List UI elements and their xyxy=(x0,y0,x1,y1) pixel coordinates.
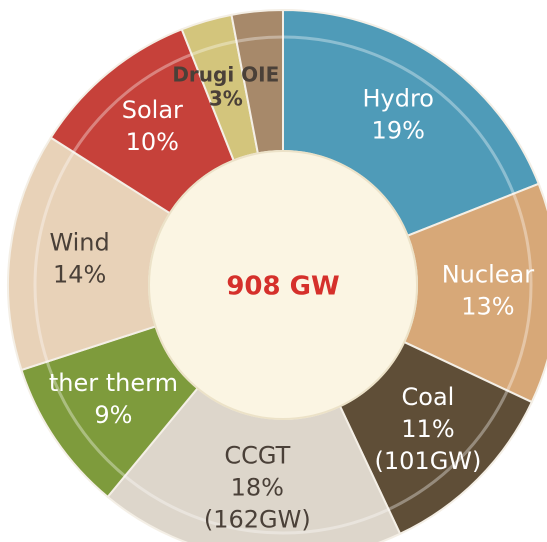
center-hole xyxy=(148,150,418,420)
slice-value: 13% xyxy=(461,292,514,320)
slice-value: 3% xyxy=(209,87,243,111)
slice-label: Coal xyxy=(402,383,455,411)
slice-value: 19% xyxy=(372,116,425,144)
slices xyxy=(7,8,547,542)
slice-label: Nuclear xyxy=(442,260,535,288)
slice-value: 9% xyxy=(94,401,132,429)
slice-label: CCGT xyxy=(224,441,290,469)
slice-value: (162GW) xyxy=(204,505,311,533)
slice-label: Drugi OIE xyxy=(172,63,279,87)
slice-label: Wind xyxy=(49,228,109,256)
slice-value: (101GW) xyxy=(375,447,482,475)
slice-value: 18% xyxy=(231,473,284,501)
slice-value: 14% xyxy=(53,260,106,288)
slice-label: ther therm xyxy=(49,369,178,397)
slice-label: Hydro xyxy=(362,84,434,112)
center-label: 908 GW xyxy=(226,272,339,302)
slice-value: 11% xyxy=(401,415,454,443)
labels: Hydro 19% Nuclear 13% Coal 11% (101GW) CCGT 18% (… xyxy=(49,63,534,534)
rim xyxy=(33,35,533,535)
slice-value: 10% xyxy=(126,128,179,156)
slice-label: Solar xyxy=(122,96,183,124)
